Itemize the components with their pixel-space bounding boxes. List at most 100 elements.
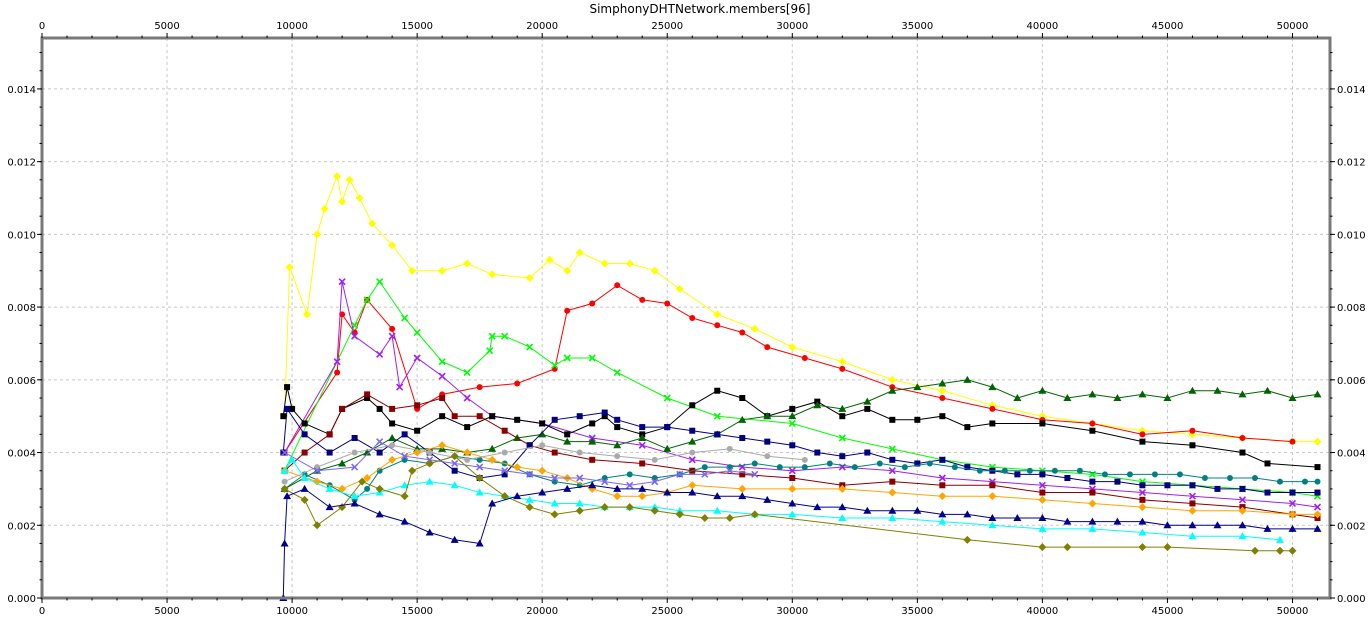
- data-point: [1013, 514, 1022, 521]
- x-tick-label-bottom: 5000: [154, 606, 179, 617]
- data-point: [738, 492, 747, 500]
- data-point: [396, 383, 404, 391]
- data-point: [650, 503, 659, 511]
- data-point: [450, 452, 459, 461]
- data-point: [1239, 435, 1246, 441]
- data-point: [388, 455, 397, 464]
- data-point: [376, 350, 384, 358]
- data-point: [589, 300, 596, 307]
- data-point: [638, 492, 647, 501]
- y-tick-label-right: 0.012: [1337, 158, 1366, 169]
- series-line: [284, 455, 1293, 552]
- data-point: [838, 357, 847, 366]
- data-point: [351, 332, 359, 340]
- data-point: [1013, 394, 1022, 401]
- data-point: [476, 456, 483, 463]
- data-point: [313, 467, 321, 475]
- data-point: [688, 488, 697, 496]
- data-point: [339, 405, 346, 412]
- data-point: [788, 510, 797, 518]
- data-point: [839, 453, 846, 460]
- data-point: [350, 499, 359, 507]
- data-point: [1038, 481, 1046, 489]
- data-point: [938, 379, 947, 387]
- data-point: [826, 460, 833, 467]
- data-point: [1301, 478, 1308, 485]
- data-point: [963, 510, 972, 518]
- data-point: [788, 499, 797, 507]
- data-point: [1313, 437, 1322, 446]
- data-point: [389, 442, 396, 449]
- data-point: [576, 449, 583, 456]
- data-point: [438, 372, 446, 380]
- y-tick-label-left: 0.006: [7, 376, 36, 387]
- data-point: [663, 488, 672, 496]
- y-tick-label-left: 0.010: [7, 230, 36, 241]
- data-point: [963, 535, 972, 544]
- data-point: [788, 343, 797, 352]
- series-14: [279, 481, 1322, 601]
- data-point: [550, 510, 559, 519]
- data-point: [601, 409, 608, 416]
- data-point: [475, 474, 484, 482]
- data-point: [388, 241, 397, 250]
- data-point: [513, 463, 522, 472]
- data-point: [963, 375, 972, 383]
- data-point: [989, 482, 996, 489]
- data-point: [1113, 517, 1122, 525]
- data-point: [913, 506, 922, 514]
- data-point: [300, 484, 309, 492]
- data-point: [1288, 510, 1297, 519]
- data-point: [889, 478, 896, 485]
- data-point: [625, 503, 634, 512]
- data-point: [788, 412, 797, 420]
- y-tick-label-left: 0.008: [7, 303, 36, 314]
- data-point: [488, 270, 497, 279]
- data-point: [689, 402, 696, 409]
- data-point: [334, 369, 341, 376]
- data-point: [638, 441, 646, 449]
- data-point: [713, 506, 722, 514]
- data-point: [1163, 543, 1172, 552]
- data-point: [575, 248, 584, 257]
- data-point: [764, 438, 771, 445]
- x-tick-label-top: 25000: [651, 21, 683, 32]
- data-point: [675, 506, 684, 514]
- data-point: [425, 528, 434, 536]
- data-point: [713, 310, 722, 319]
- data-point: [888, 445, 896, 453]
- data-point: [375, 484, 384, 493]
- data-point: [489, 413, 496, 420]
- series-9: [280, 441, 1322, 519]
- data-point: [1088, 499, 1097, 508]
- data-point: [285, 263, 294, 272]
- data-point: [738, 484, 747, 493]
- data-point: [863, 397, 872, 405]
- data-point: [1188, 506, 1197, 515]
- data-point: [1139, 431, 1146, 438]
- data-point: [364, 485, 371, 492]
- chart-title: SimphonyDHTNetwork.members[96]: [589, 2, 810, 16]
- data-point: [1239, 485, 1246, 492]
- data-point: [1089, 427, 1096, 434]
- data-point: [576, 474, 584, 482]
- data-point: [701, 470, 709, 478]
- data-point: [401, 314, 409, 322]
- x-tick-label-bottom: 30000: [776, 606, 808, 617]
- data-point: [488, 444, 497, 452]
- data-point: [714, 387, 721, 394]
- data-point: [1188, 386, 1197, 394]
- data-point: [280, 484, 289, 493]
- data-point: [788, 419, 796, 428]
- series-3: [281, 278, 1322, 511]
- data-point: [838, 514, 847, 521]
- y-tick-label-left: 0.002: [7, 521, 36, 532]
- data-point: [588, 481, 597, 489]
- data-point: [1063, 543, 1072, 552]
- data-point: [888, 375, 897, 384]
- data-point: [376, 449, 383, 456]
- data-point: [938, 517, 947, 525]
- data-point: [688, 456, 696, 464]
